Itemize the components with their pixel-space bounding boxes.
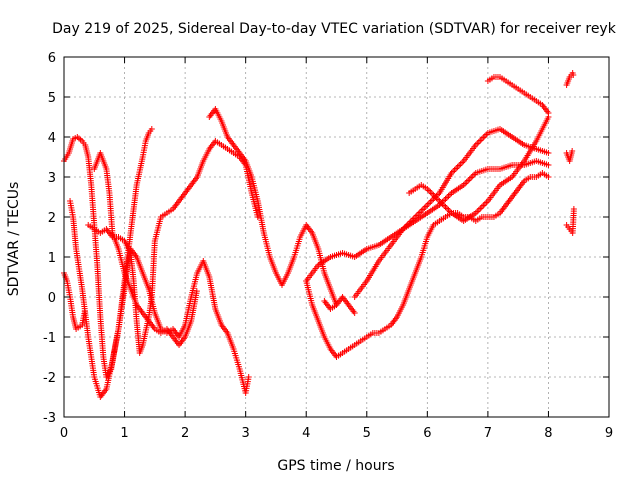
x-tick-label: 2 bbox=[181, 426, 189, 441]
y-tick-label: 3 bbox=[48, 171, 56, 186]
data-point bbox=[483, 199, 490, 206]
y-tick-label: 2 bbox=[48, 211, 56, 226]
data-point bbox=[478, 204, 485, 210]
data-point bbox=[427, 199, 434, 205]
data-point bbox=[475, 139, 482, 145]
series-track-c bbox=[67, 126, 155, 400]
y-axis-label: SDTVAR / TECUs bbox=[6, 182, 22, 297]
data-point bbox=[474, 140, 481, 147]
y-tick-label: 0 bbox=[48, 291, 56, 306]
data-point bbox=[427, 189, 434, 195]
data-point bbox=[422, 203, 429, 210]
series-track-g bbox=[351, 126, 552, 300]
series-track-b bbox=[61, 106, 340, 348]
data-point bbox=[453, 165, 460, 172]
series-track-i bbox=[484, 74, 552, 116]
series-track-d bbox=[85, 138, 261, 356]
data-point bbox=[569, 148, 576, 154]
data-point bbox=[245, 374, 252, 380]
data-point bbox=[451, 167, 458, 173]
x-axis-ticks: 0 1 2 3 4 5 6 7 8 9 bbox=[60, 57, 613, 441]
series-track-k bbox=[563, 70, 577, 236]
data-point bbox=[193, 288, 200, 295]
series-track-j bbox=[321, 294, 358, 316]
data-point bbox=[475, 207, 482, 213]
y-tick-label: 6 bbox=[48, 51, 56, 66]
data-point bbox=[480, 134, 487, 141]
x-axis-label: GPS time / hours bbox=[277, 458, 394, 474]
x-tick-label: 4 bbox=[302, 426, 310, 441]
data-point bbox=[477, 205, 484, 212]
data-point bbox=[459, 159, 466, 166]
y-tick-label: 1 bbox=[48, 251, 56, 266]
data-point bbox=[456, 162, 463, 169]
x-tick-label: 8 bbox=[544, 426, 552, 441]
data-point bbox=[480, 202, 487, 209]
data-points bbox=[61, 70, 577, 400]
x-tick-label: 1 bbox=[120, 426, 128, 441]
data-point bbox=[454, 164, 461, 170]
data-point bbox=[444, 205, 451, 212]
x-tick-label: 6 bbox=[423, 426, 431, 441]
y-tick-label: -3 bbox=[43, 411, 56, 426]
y-tick-label: -1 bbox=[43, 331, 56, 346]
data-point bbox=[545, 110, 552, 116]
grid-lines bbox=[64, 57, 609, 417]
data-point bbox=[254, 214, 261, 220]
data-point bbox=[450, 168, 457, 175]
x-tick-label: 7 bbox=[484, 426, 492, 441]
data-point bbox=[421, 205, 428, 211]
y-tick-label: 5 bbox=[48, 91, 56, 106]
data-point bbox=[477, 137, 484, 144]
data-point bbox=[469, 173, 476, 179]
data-point bbox=[447, 191, 454, 198]
data-point bbox=[148, 126, 155, 132]
data-point bbox=[424, 202, 431, 208]
data-point bbox=[570, 206, 577, 212]
data-point bbox=[481, 201, 488, 207]
data-point bbox=[481, 133, 488, 139]
data-point bbox=[463, 179, 470, 185]
x-tick-label: 5 bbox=[363, 426, 371, 441]
data-point bbox=[465, 177, 472, 184]
data-point bbox=[468, 174, 475, 181]
y-tick-label: -2 bbox=[43, 371, 56, 386]
data-point bbox=[445, 207, 452, 213]
data-point bbox=[570, 72, 577, 78]
data-point bbox=[457, 161, 464, 167]
chart-title: Day 219 of 2025, Sidereal Day-to-day VTE… bbox=[52, 21, 617, 37]
data-point bbox=[466, 176, 473, 182]
x-tick-label: 3 bbox=[242, 426, 250, 441]
data-point bbox=[425, 200, 432, 207]
data-point bbox=[425, 187, 432, 194]
x-tick-label: 0 bbox=[60, 426, 68, 441]
x-tick-label: 9 bbox=[605, 426, 613, 441]
data-point bbox=[545, 174, 552, 180]
series-track-f bbox=[303, 158, 552, 284]
data-point bbox=[474, 208, 481, 215]
data-point bbox=[444, 194, 451, 201]
plot-frame bbox=[63, 56, 610, 418]
data-point bbox=[445, 193, 452, 199]
data-point bbox=[419, 206, 426, 213]
data-point bbox=[351, 310, 358, 316]
data-point bbox=[462, 180, 469, 187]
data-point bbox=[442, 196, 449, 202]
data-point bbox=[545, 162, 552, 168]
data-point bbox=[545, 150, 552, 156]
data-point bbox=[442, 204, 449, 210]
y-tick-label: 4 bbox=[48, 131, 56, 146]
y-axis-ticks: -3 -2 -1 0 1 2 3 4 5 6 bbox=[43, 51, 609, 426]
series-track-h bbox=[406, 114, 552, 224]
